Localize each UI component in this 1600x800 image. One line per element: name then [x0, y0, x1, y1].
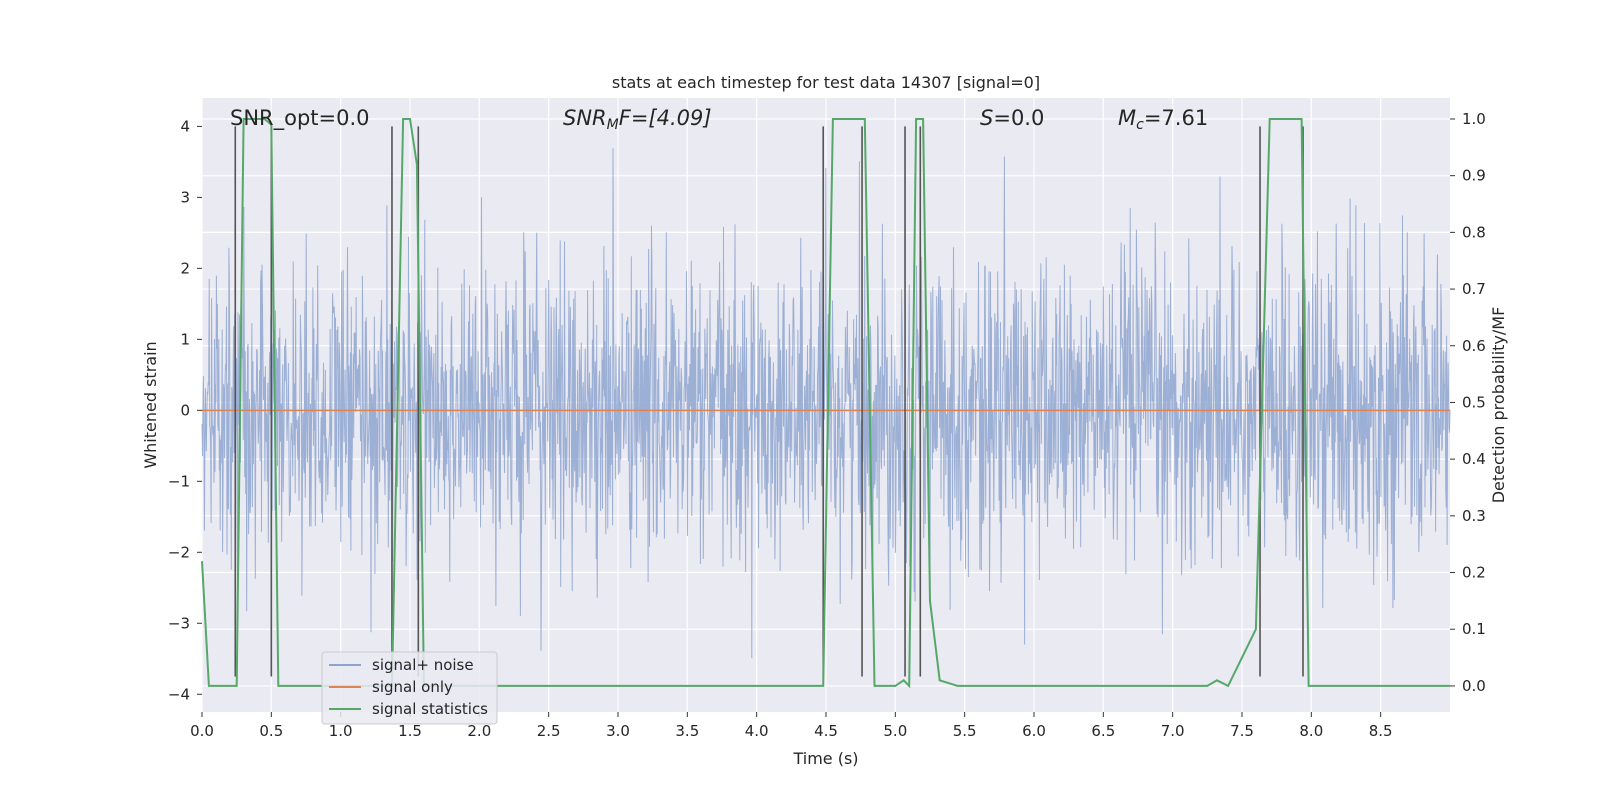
- signal-noise-series: [201, 148, 1451, 659]
- annotation-snr-mf-sub: M: [607, 117, 619, 133]
- y-tick-label: 3: [180, 188, 190, 206]
- legend-label-signal-only: signal only: [372, 678, 453, 696]
- y-right-tick-label: 0.2: [1462, 564, 1486, 582]
- y-axis-ticks: −4 −3 −2 −1 0 1 2 3 4: [168, 117, 202, 703]
- y-right-tick-label: 0.0: [1462, 677, 1486, 695]
- y-axis-title: Whitened strain: [141, 341, 160, 468]
- y-tick-label: 2: [180, 259, 190, 277]
- y-right-axis-title: Detection probability/MF: [1489, 307, 1508, 504]
- x-tick-label: 3.0: [606, 722, 630, 740]
- y-tick-label: 0: [180, 401, 190, 419]
- legend-box: [321, 651, 498, 725]
- y-right-tick-label: 0.5: [1462, 393, 1486, 411]
- chart-title: stats at each timestep for test data 143…: [612, 73, 1040, 92]
- x-tick-label: 3.5: [675, 722, 699, 740]
- y-right-tick-label: 0.3: [1462, 507, 1486, 525]
- x-axis-ticks: 0.0 0.5 1.0 1.5 2.0 2.5 3.0 3.5 4.0 4.5 5.0 5.5 6.0 6…: [190, 712, 1393, 740]
- x-tick-label: 0.0: [190, 722, 214, 740]
- y-tick-label: −4: [168, 685, 190, 703]
- x-tick-label: 4.5: [814, 722, 838, 740]
- legend-label-noise: signal+ noise: [372, 656, 474, 674]
- annotation-mc-name: M: [1118, 106, 1136, 130]
- signal-statistics-series: [201, 118, 1450, 689]
- x-tick-label: 8.5: [1369, 722, 1393, 740]
- annotation-snr-mf: SNRMF=[4.09]: [563, 106, 712, 133]
- legend-label-statistics: signal statistics: [372, 700, 488, 718]
- x-tick-label: 6.5: [1091, 722, 1115, 740]
- y-right-tick-label: 1.0: [1462, 110, 1486, 128]
- y-right-tick-label: 0.4: [1462, 450, 1486, 468]
- noise-line: [201, 148, 1451, 659]
- x-tick-label: 5.5: [953, 722, 977, 740]
- annotation-mc-sub: c: [1136, 117, 1144, 133]
- y-tick-label: 1: [180, 330, 190, 348]
- x-tick-label: 8.0: [1299, 722, 1323, 740]
- x-tick-label: 5.0: [883, 722, 907, 740]
- y-tick-label: 4: [180, 117, 190, 135]
- y-tick-label: −2: [168, 543, 190, 561]
- y-right-axis-ticks: 0.0 0.1 0.2 0.3 0.4 0.5 0.6 0.7 0.8 0.9 1.0: [1450, 110, 1486, 695]
- y-right-tick-label: 0.8: [1462, 223, 1486, 241]
- x-tick-label: 2.0: [467, 722, 491, 740]
- annotation-snr-mf-rest: F=[4.09]: [619, 106, 712, 130]
- x-tick-label: 1.0: [329, 722, 353, 740]
- y-tick-label: −1: [168, 472, 190, 490]
- signal-statistics-line: [201, 118, 1450, 689]
- x-tick-label: 2.5: [537, 722, 561, 740]
- legend: signal+ noise signal only signal statist…: [321, 651, 498, 725]
- annotation-s-name: S: [980, 106, 993, 130]
- x-tick-label: 4.0: [745, 722, 769, 740]
- y-tick-label: −3: [168, 614, 190, 632]
- annotation-s-rest: =0.0: [993, 106, 1044, 130]
- annotation-mc: Mc=7.61: [1118, 106, 1208, 133]
- x-tick-label: 7.0: [1161, 722, 1185, 740]
- annotation-snr-opt: SNR_opt=0.0: [230, 106, 370, 131]
- x-axis-title: Time (s): [792, 749, 858, 768]
- annotation-snr-mf-name: SNR: [563, 106, 607, 130]
- y-right-tick-label: 0.7: [1462, 280, 1486, 298]
- x-tick-label: 1.5: [398, 722, 422, 740]
- y-right-tick-label: 0.9: [1462, 167, 1486, 185]
- x-tick-label: 7.5: [1230, 722, 1254, 740]
- y-right-tick-label: 0.1: [1462, 620, 1486, 638]
- y-right-tick-label: 0.6: [1462, 337, 1486, 355]
- x-tick-label: 0.5: [259, 722, 283, 740]
- annotation-s: S=0.0: [980, 106, 1044, 130]
- x-tick-label: 6.0: [1022, 722, 1046, 740]
- annotation-mc-rest: =7.61: [1144, 106, 1208, 130]
